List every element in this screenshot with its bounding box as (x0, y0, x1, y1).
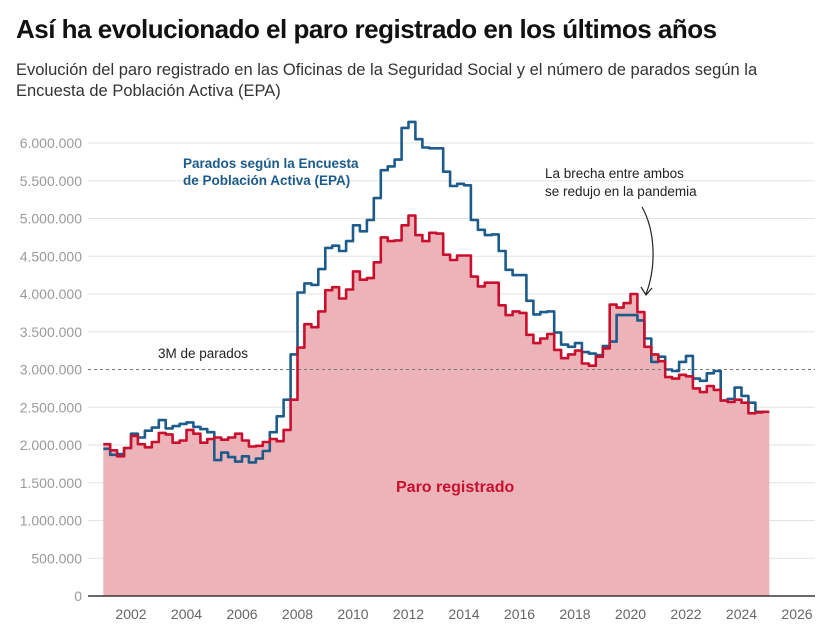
x-tick-label: 2008 (282, 606, 313, 622)
y-tick-label: 1.000.000 (20, 513, 82, 529)
paro-registrado-label: Paro registrado (396, 479, 514, 496)
paro-registrado-area (103, 215, 770, 596)
pandemic-annotation-line-2: se redujo en la pandemia (545, 184, 697, 199)
epa-label-line-1: Parados según la Encuesta (183, 156, 359, 171)
x-tick-label: 2006 (226, 606, 257, 622)
reference-line-label: 3M de parados (158, 346, 248, 361)
x-tick-label: 2002 (115, 606, 146, 622)
x-tick-label: 2018 (559, 606, 590, 622)
y-tick-label: 2.000.000 (20, 437, 82, 453)
pandemic-annotation: La brecha entre ambos se redujo en la pa… (545, 166, 697, 199)
y-tick-label: 0 (74, 588, 82, 604)
y-tick-label: 4.500.000 (20, 248, 82, 264)
y-tick-label: 3.500.000 (20, 324, 82, 340)
x-tick-label: 2012 (393, 606, 424, 622)
annotation-arrow (641, 206, 654, 295)
x-tick-label: 2010 (337, 606, 368, 622)
y-tick-label: 1.500.000 (20, 475, 82, 491)
y-tick-label: 3.000.000 (20, 362, 82, 378)
epa-series-line (103, 120, 763, 464)
x-tick-label: 2024 (726, 606, 757, 622)
y-tick-label: 5.000.000 (20, 211, 82, 227)
x-tick-label: 2020 (615, 606, 646, 622)
x-tick-label: 2014 (448, 606, 479, 622)
epa-series-label: Parados según la Encuesta de Población A… (183, 156, 362, 188)
pandemic-annotation-line-1: La brecha entre ambos (545, 166, 684, 181)
x-tick-label: 2004 (171, 606, 202, 622)
y-tick-label: 5.500.000 (20, 173, 82, 189)
y-tick-label: 4.000.000 (20, 286, 82, 302)
paro-registrado-series-line (103, 214, 770, 458)
x-tick-label: 2016 (504, 606, 535, 622)
annotation-arrowhead (640, 286, 653, 297)
y-tick-label: 2.500.000 (20, 399, 82, 415)
y-axis-ticks: 0 500.000 1.000.000 1.500.000 2.000.000 2.500… (20, 135, 83, 604)
x-tick-label: 2026 (781, 606, 812, 622)
epa-label-line-2: de Población Activa (EPA) (183, 173, 350, 188)
chart-subtitle: Evolución del paro registrado en las Ofi… (16, 61, 758, 100)
chart-title: Así ha evolucionado el paro registrado e… (16, 14, 717, 44)
x-axis-ticks: 2002 2004 2006 2008 2010 2012 2014 2016 2018 2020… (115, 606, 812, 622)
y-tick-label: 6.000.000 (20, 135, 82, 151)
x-tick-label: 2022 (670, 606, 701, 622)
y-tick-label: 500.000 (31, 550, 82, 566)
